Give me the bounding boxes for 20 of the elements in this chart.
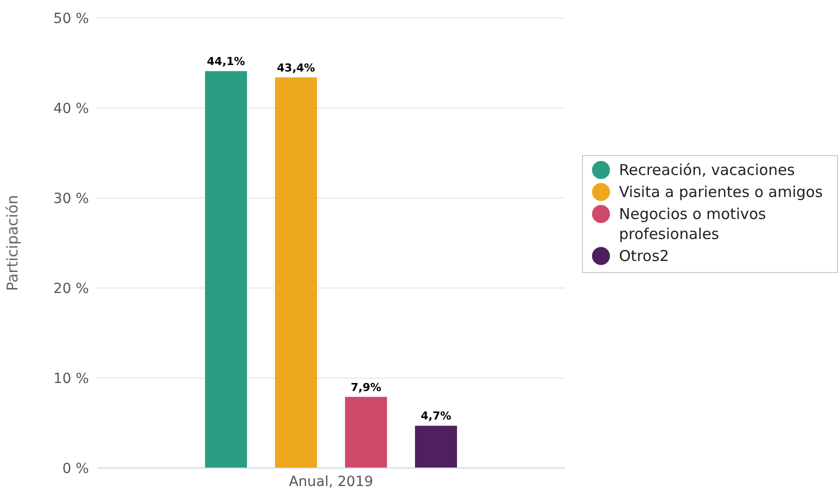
bar xyxy=(415,426,457,468)
y-tick-label: 30 % xyxy=(53,190,89,207)
legend-label: Visita a parientes o amigos xyxy=(619,182,823,202)
bar xyxy=(205,71,247,468)
y-tick-label: 50 % xyxy=(53,10,89,27)
y-tick-label: 0 % xyxy=(62,460,89,477)
bar xyxy=(345,396,387,468)
legend-label: Otros2 xyxy=(619,246,670,266)
y-tick-label: 40 % xyxy=(53,100,89,117)
legend-label: Recreación, vacaciones xyxy=(619,160,795,180)
data-label: 4,7% xyxy=(420,410,452,423)
legend-label: Negocios o motivos profesionales xyxy=(619,204,767,244)
y-tick-label: 20 % xyxy=(53,280,89,297)
y-tick-label: 10 % xyxy=(53,370,89,387)
x-tick-label: Anual, 2019 xyxy=(288,474,374,490)
data-label: 43,4% xyxy=(276,61,316,74)
data-label: 44,1% xyxy=(206,55,246,68)
bar xyxy=(275,77,317,468)
data-label: 7,9% xyxy=(350,380,382,394)
y-axis-title: Participación xyxy=(3,194,22,292)
